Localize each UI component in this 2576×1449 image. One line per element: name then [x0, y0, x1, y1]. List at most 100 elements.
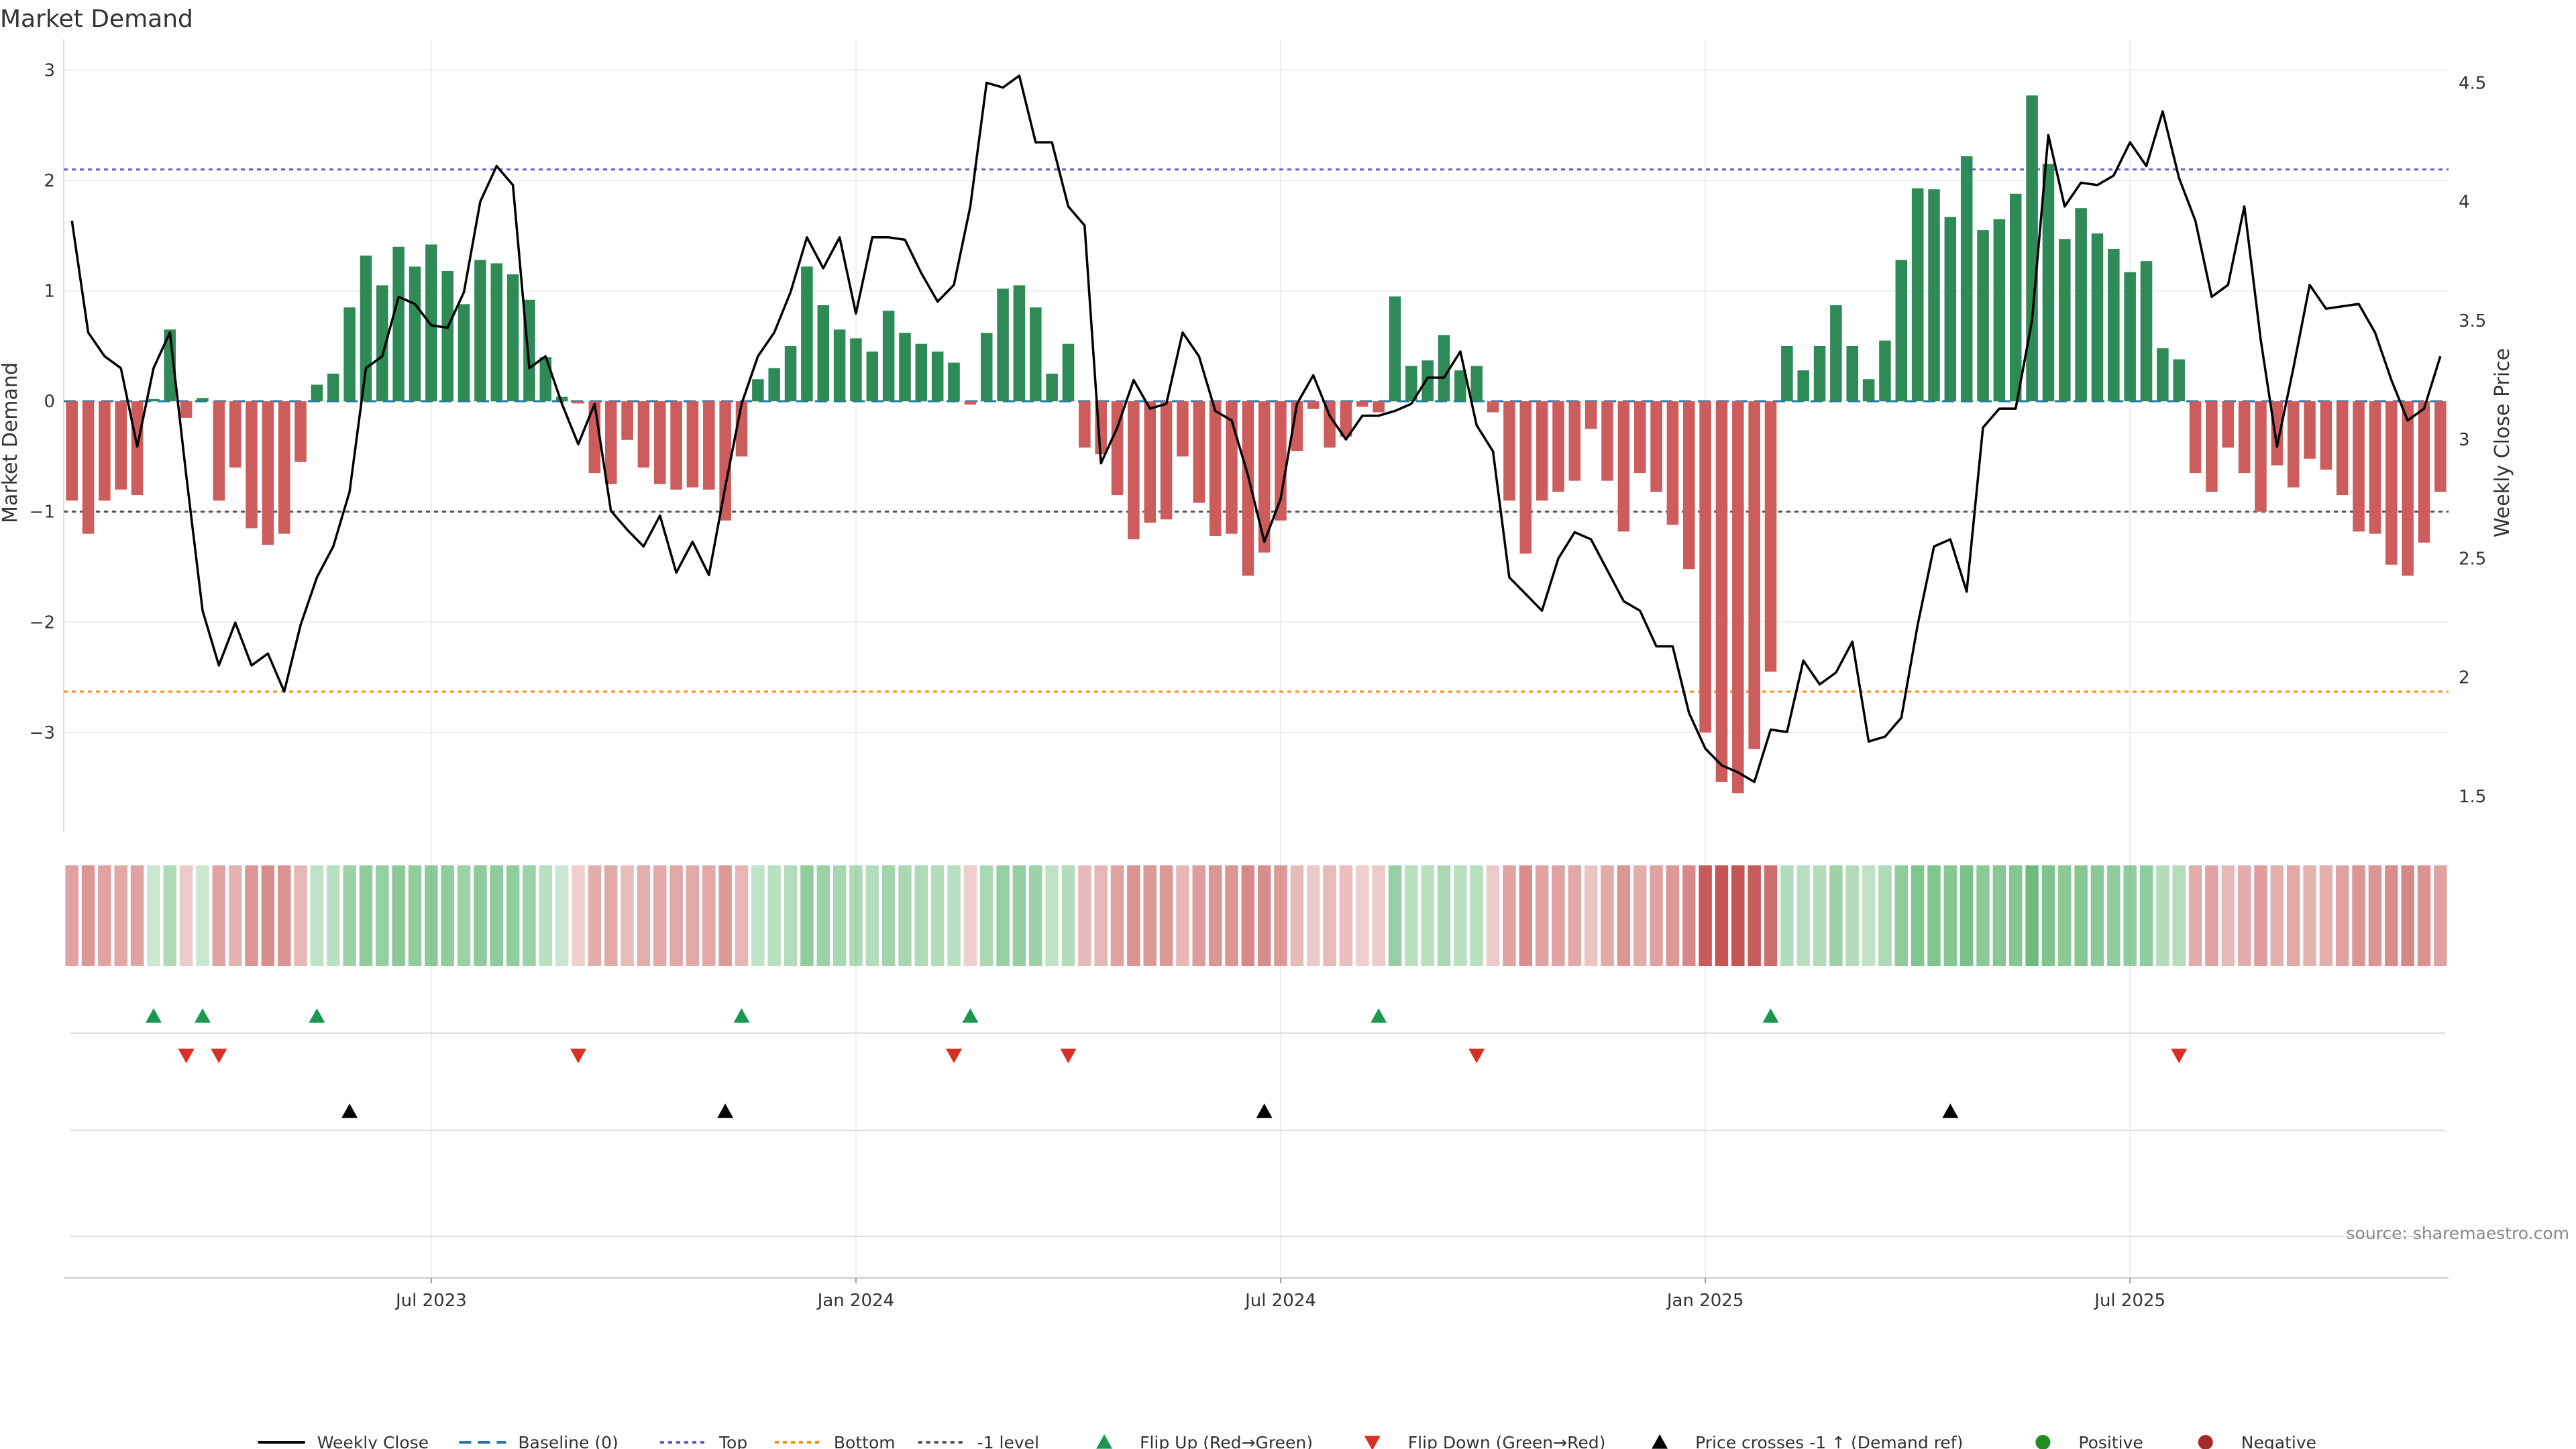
heat-cell	[996, 865, 1010, 966]
demand-bar	[1291, 401, 1303, 451]
heat-cell	[2352, 865, 2365, 966]
heat-cell	[1601, 865, 1614, 966]
demand-bar	[441, 270, 453, 402]
demand-heat-strip	[65, 865, 2447, 966]
heat-cell	[539, 865, 553, 966]
heat-cell	[1290, 865, 1304, 966]
demand-bar	[392, 246, 405, 402]
demand-bar	[1144, 401, 1156, 523]
event-markers	[64, 1008, 2449, 1279]
heat-cell	[1519, 865, 1533, 966]
heat-cell	[1976, 865, 1990, 966]
demand-bar	[1536, 401, 1548, 501]
heat-cell	[228, 865, 242, 966]
heat-cell	[343, 865, 356, 966]
heat-cell	[2254, 865, 2267, 966]
heat-cell	[1225, 865, 1238, 966]
demand-bar	[1013, 285, 1026, 402]
heat-cell	[1454, 865, 1467, 966]
flip-up-marker	[309, 1008, 325, 1023]
demand-bar	[2189, 401, 2202, 474]
heat-cell	[2237, 865, 2251, 966]
heat-cell	[881, 865, 896, 966]
heat-cell	[65, 865, 78, 966]
demand-bars	[66, 95, 2447, 794]
demand-bar	[980, 333, 993, 402]
x-tick-label: Jul 2025	[2093, 1291, 2165, 1311]
demand-bar	[1862, 379, 1875, 402]
demand-bar	[1519, 401, 1532, 554]
heat-cell	[1192, 865, 1206, 966]
demand-bar	[1568, 401, 1581, 481]
demand-bar	[2140, 261, 2153, 402]
demand-bar	[1585, 401, 1597, 429]
demand-bar	[131, 401, 144, 496]
y-left-tick-label: 1	[44, 282, 55, 302]
demand-bar	[1715, 401, 1728, 782]
heat-cell	[1552, 865, 1565, 966]
legend: Weekly Close Baseline (0) Top Bottom -1 leve…	[258, 1433, 2316, 1449]
demand-bar	[1732, 401, 1744, 794]
y-right-tick-label: 4	[2459, 193, 2470, 213]
heat-cell	[914, 865, 928, 966]
flip-down-marker	[1468, 1049, 1485, 1063]
legend-item: Weekly Close	[258, 1433, 429, 1449]
legend-item: Negative	[2198, 1433, 2316, 1449]
demand-bar	[1046, 374, 1058, 402]
demand-bar	[1846, 345, 1859, 402]
heat-cell	[1421, 865, 1434, 966]
price-cross-marker	[1942, 1104, 1959, 1118]
demand-bar	[164, 329, 176, 402]
demand-bar	[850, 338, 862, 402]
heat-cell	[979, 865, 994, 966]
heat-cell	[686, 865, 700, 966]
demand-bar	[246, 401, 258, 529]
demand-bar	[2353, 401, 2365, 532]
demand-bar	[555, 396, 568, 402]
y-left-tick-label: 2	[44, 171, 55, 191]
heat-cell	[1992, 865, 2006, 966]
demand-bar	[1111, 401, 1124, 496]
heat-cell	[2335, 865, 2349, 966]
heat-cell	[2107, 865, 2121, 966]
demand-bar	[1128, 401, 1140, 539]
demand-bar	[1552, 401, 1564, 492]
legend-label: Weekly Close	[317, 1433, 429, 1449]
demand-bar	[1389, 296, 1401, 402]
legend-icon-triangle-up	[1096, 1434, 1113, 1449]
heat-cell	[898, 865, 912, 966]
heat-cell	[1257, 865, 1271, 966]
demand-bar	[1421, 360, 1434, 402]
demand-bar	[490, 263, 503, 402]
flip-down-marker	[946, 1049, 963, 1063]
demand-bar	[2091, 233, 2104, 402]
demand-bar	[964, 401, 977, 405]
heat-cell	[2009, 865, 2023, 966]
heat-cell	[212, 865, 226, 966]
legend-item: Flip Up (Red→Green)	[1096, 1433, 1313, 1449]
demand-bar	[2418, 401, 2430, 543]
demand-bar	[1781, 345, 1793, 402]
flip-up-marker	[1762, 1008, 1779, 1023]
demand-bar	[1748, 401, 1760, 749]
heat-cell	[751, 865, 765, 966]
heat-cell	[1813, 865, 1827, 966]
demand-bar	[1356, 401, 1368, 407]
heat-cell	[784, 865, 798, 966]
legend-icon-triangle-up	[1652, 1434, 1668, 1449]
demand-bar	[653, 401, 666, 484]
heat-cell	[1094, 865, 1108, 966]
y-right-tick-label: 3	[2459, 430, 2470, 450]
heat-cell	[2041, 865, 2055, 966]
heat-cell	[816, 865, 830, 966]
demand-bar	[2059, 239, 2071, 402]
demand-bar	[915, 343, 928, 402]
heat-cell	[1437, 865, 1451, 966]
heat-cell	[457, 865, 471, 966]
demand-bar	[327, 374, 339, 402]
heat-cell	[621, 865, 634, 966]
x-tick-label: Jul 2023	[394, 1291, 467, 1311]
demand-bar	[1682, 401, 1695, 570]
demand-bar	[817, 305, 830, 402]
legend-label: -1 level	[977, 1433, 1039, 1449]
